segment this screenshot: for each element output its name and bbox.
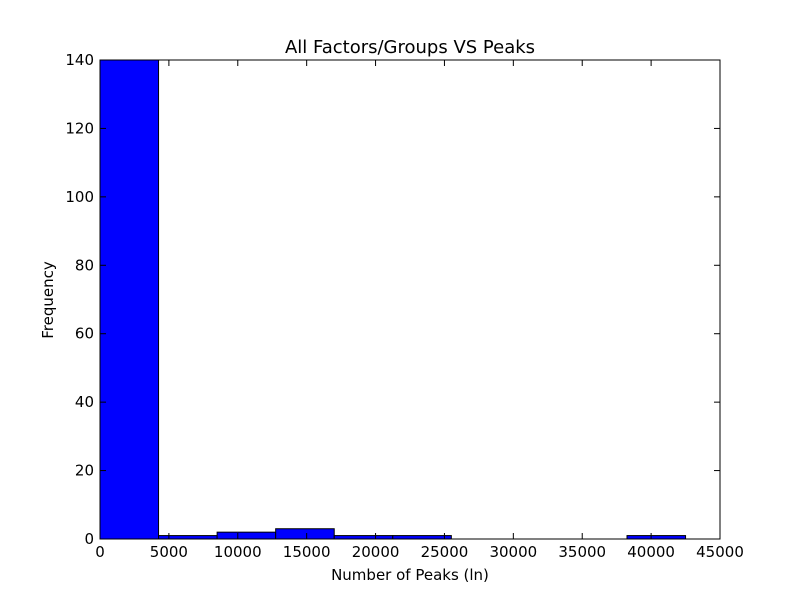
x-tick-label-3: 15000 [283,543,331,561]
x-tick-label-9: 45000 [696,543,744,561]
histogram-bar-5 [392,535,452,540]
ticks-layer: 0 5000 10000 15000 20000 25000 30000 35000 40000… [65,51,744,561]
bars-layer [99,59,687,540]
x-tick-label-7: 35000 [558,543,606,561]
y-tick-label-3: 60 [75,325,94,343]
chart-title: All Factors/Groups VS Peaks [285,37,535,58]
y-tick-label-7: 140 [65,51,94,69]
y-axis-label: Frequency [39,261,57,339]
x-tick-label-1: 5000 [150,543,188,561]
histogram-bar-2 [216,531,277,540]
plot-frame [99,59,721,540]
x-axis-label: Number of Peaks (ln) [331,566,489,584]
y-tick-label-1: 20 [75,462,94,480]
histogram-bar-0 [99,59,160,540]
y-tick-label-5: 100 [65,188,94,206]
y-tick-label-4: 80 [75,256,94,274]
x-tick-label-0: 0 [95,543,105,561]
y-tick-label-0: 0 [84,530,94,548]
x-tick-label-5: 25000 [421,543,469,561]
x-tick-label-4: 20000 [352,543,400,561]
x-tick-label-6: 30000 [489,543,537,561]
histogram-bar-4 [333,535,394,540]
y-tick-label-2: 40 [75,393,94,411]
y-tick-label-6: 120 [65,119,94,137]
x-tick-label-8: 40000 [627,543,675,561]
histogram-bar-3 [275,528,335,540]
histogram-bar-1 [158,535,218,540]
histogram-bar-9 [626,535,687,540]
x-tick-label-2: 10000 [214,543,262,561]
